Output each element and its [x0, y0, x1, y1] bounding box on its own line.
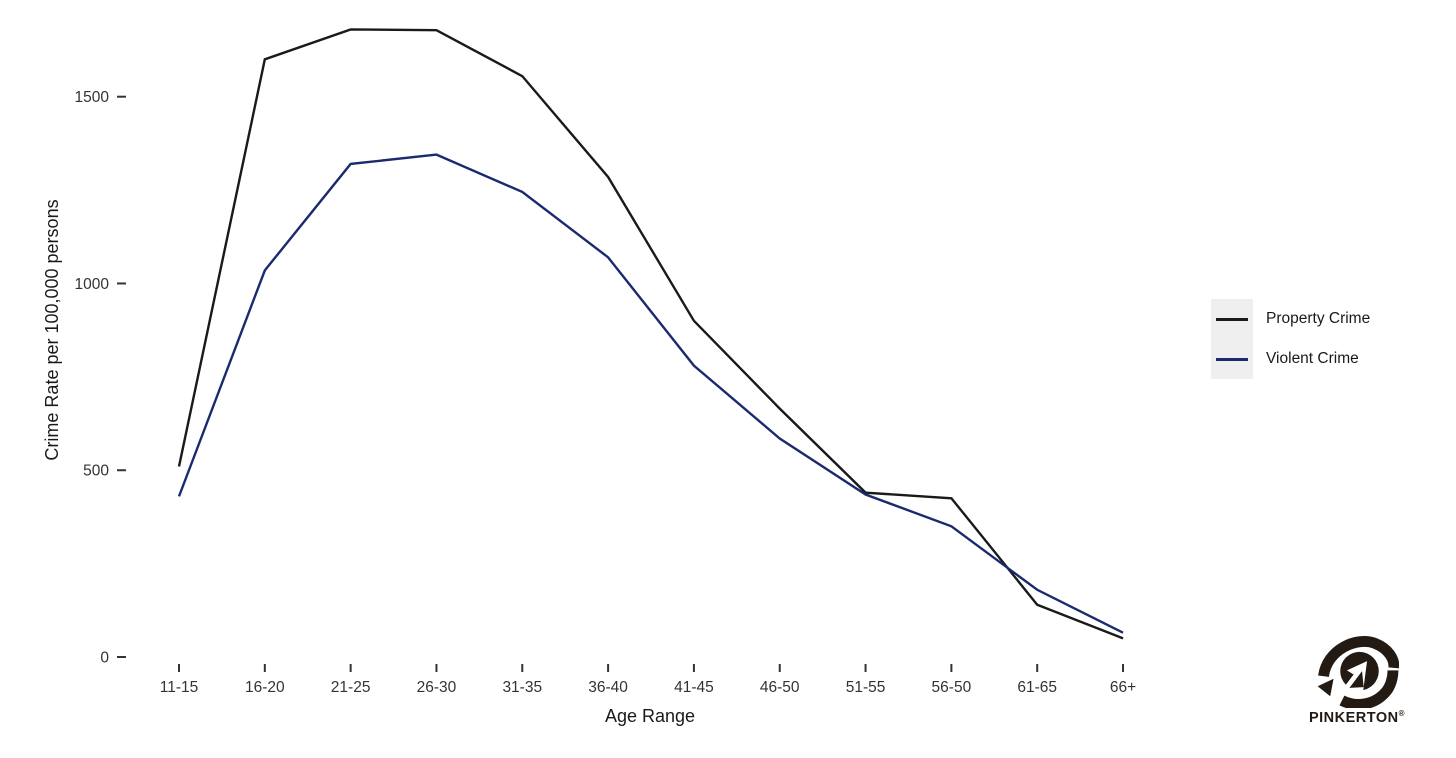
x-axis-tick-label: 11-15 — [160, 679, 199, 696]
x-axis-tick-label: 51-55 — [846, 679, 886, 696]
x-axis-tick-label: 21-25 — [331, 679, 371, 696]
y-axis-tick-label: 1000 — [75, 276, 110, 293]
y-axis-title: Crime Rate per 100,000 persons — [42, 199, 62, 460]
legend: Property Crime Violent Crime — [1211, 299, 1370, 379]
legend-line-swatch — [1216, 357, 1248, 361]
x-axis-tick-label: 61-65 — [1017, 679, 1057, 696]
x-axis-tick-label: 56-50 — [932, 679, 972, 696]
x-axis-tick-label: 66+ — [1110, 679, 1136, 696]
x-axis-tick-label: 16-20 — [245, 679, 285, 696]
pinkerton-wordmark: PINKERTON® — [1308, 709, 1406, 726]
pinkerton-logo: PINKERTON® — [1307, 636, 1407, 725]
legend-key — [1211, 299, 1253, 339]
x-axis-tick-label: 31-35 — [502, 679, 542, 696]
legend-label: Violent Crime — [1266, 350, 1359, 367]
x-axis-tick-label: 46-50 — [760, 679, 800, 696]
legend-item: Property Crime — [1211, 299, 1370, 339]
x-axis-tick-label: 26-30 — [417, 679, 457, 696]
x-axis-title: Age Range — [605, 706, 695, 726]
x-axis-tick-label: 36-40 — [588, 679, 628, 696]
series-line-property-crime — [177, 28, 1124, 640]
y-axis-tick-label: 1500 — [75, 89, 110, 106]
legend-item: Violent Crime — [1211, 339, 1370, 379]
series-line-violent-crime — [177, 153, 1124, 634]
y-axis-tick-label: 500 — [83, 463, 109, 480]
legend-label: Property Crime — [1266, 310, 1371, 327]
pinkerton-eye-icon — [1317, 636, 1399, 708]
legend-key — [1211, 339, 1253, 379]
x-axis-tick-label: 41-45 — [674, 679, 714, 696]
legend-line-swatch — [1216, 317, 1248, 321]
y-axis-tick-label: 0 — [100, 650, 109, 667]
